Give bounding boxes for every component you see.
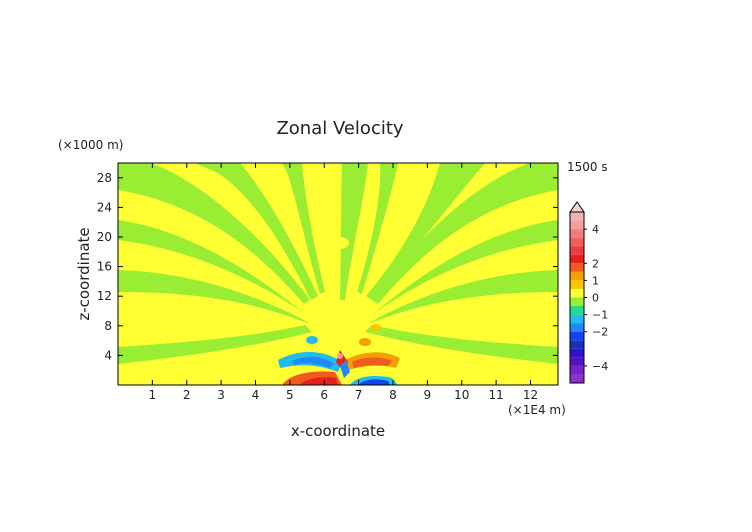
y-tick-label: 28 xyxy=(97,171,112,185)
band-left-1 xyxy=(118,325,312,364)
band-right-4 xyxy=(372,163,558,304)
colorbar-tick-label: 1 xyxy=(592,274,599,287)
small-anomaly xyxy=(331,237,349,249)
chart-title: Zonal Velocity xyxy=(276,118,403,139)
negative-bottom-right-core xyxy=(358,379,390,385)
x-tick-label: 8 xyxy=(389,388,397,402)
colorbar-tick-label: −1 xyxy=(592,309,608,322)
colorbar-level xyxy=(570,246,584,255)
x-axis-ticks: 1 2 3 4 5 6 7 8 9 10 11 12 xyxy=(149,163,538,402)
x-tick-label: 6 xyxy=(320,388,328,402)
band-left-5 xyxy=(195,163,318,300)
colorbar-level xyxy=(570,212,584,221)
small-blob-1 xyxy=(306,336,318,344)
colorbar-level xyxy=(570,306,584,315)
colorbar-level xyxy=(570,288,584,298)
y-tick-label: 4 xyxy=(104,348,112,362)
plot-frame xyxy=(117,162,559,386)
colorbar-level xyxy=(570,340,584,349)
band-left-3 xyxy=(118,220,308,316)
x-tick-label: 11 xyxy=(488,388,503,402)
colorbar-tick-label: −2 xyxy=(592,326,608,339)
negative-lobe-left-core xyxy=(292,356,334,368)
y-tick-label: 16 xyxy=(97,260,112,274)
contour-field xyxy=(118,163,558,385)
colorbar-level xyxy=(570,229,584,238)
band-left-2 xyxy=(118,270,310,324)
band-center xyxy=(340,163,368,300)
colorbar-tick-label: −4 xyxy=(592,360,608,373)
colorbar-level xyxy=(570,357,584,366)
band-right-3 xyxy=(370,220,558,316)
y-tick-label: 8 xyxy=(104,319,112,333)
colorbar-tick-label: 4 xyxy=(592,223,599,236)
x-tick-label: 5 xyxy=(286,388,294,402)
time-label: 1500 s xyxy=(567,160,608,174)
positive-lobe-right-core xyxy=(352,357,392,368)
colorbar-level xyxy=(570,237,584,247)
band-right-5 xyxy=(366,163,485,300)
colorbar-level xyxy=(570,314,584,324)
y-unit-label: (×1000 m) xyxy=(58,138,123,152)
x-tick-label: 9 xyxy=(424,388,432,402)
colorbar-level xyxy=(570,297,584,307)
colorbar-level xyxy=(570,271,584,281)
y-axis-label: z-coordinate xyxy=(75,227,93,320)
colorbar: 4 2 1 0 −1 −2 −4 xyxy=(569,201,608,384)
colorbar-level xyxy=(570,348,584,358)
colorbar-level xyxy=(570,254,584,264)
colorbar-level xyxy=(570,323,584,332)
colorbar-tick-label: 0 xyxy=(592,292,599,305)
small-blob-3 xyxy=(371,324,381,332)
x-tick-label: 12 xyxy=(523,388,538,402)
y-tick-label: 24 xyxy=(97,200,112,214)
plot-area xyxy=(117,162,559,386)
peak-center-core xyxy=(337,353,343,359)
x-tick-label: 4 xyxy=(252,388,260,402)
x-tick-label: 1 xyxy=(149,388,157,402)
x-tick-label: 3 xyxy=(217,388,225,402)
colorbar-level xyxy=(570,331,584,341)
colorbar-level xyxy=(570,280,584,289)
x-unit-label: (×1E4 m) xyxy=(508,403,566,417)
x-axis-label: x-coordinate xyxy=(291,422,385,440)
y-axis-ticks: 4 8 12 16 20 24 28 xyxy=(97,171,558,362)
x-tick-label: 7 xyxy=(355,388,363,402)
x-tick-label: 2 xyxy=(183,388,191,402)
y-tick-label: 20 xyxy=(97,230,112,244)
colorbar-level xyxy=(570,220,584,230)
colorbar-tick-label: 2 xyxy=(592,257,599,270)
colorbar-level xyxy=(570,374,584,383)
positive-bottom-left-core xyxy=(300,377,338,385)
band-left-4 xyxy=(118,163,310,304)
band-left-6 xyxy=(282,163,325,294)
x-tick-label: 10 xyxy=(454,388,469,402)
colorbar-level xyxy=(570,365,584,375)
band-right-1 xyxy=(365,325,558,364)
band-right-2 xyxy=(368,270,558,324)
colorbar-level xyxy=(570,263,584,272)
colorbar-overflow-triangle xyxy=(569,201,585,213)
band-right-6 xyxy=(357,163,398,294)
trough-center xyxy=(340,360,350,378)
small-blob-2 xyxy=(359,338,371,346)
y-tick-label: 12 xyxy=(97,289,112,303)
